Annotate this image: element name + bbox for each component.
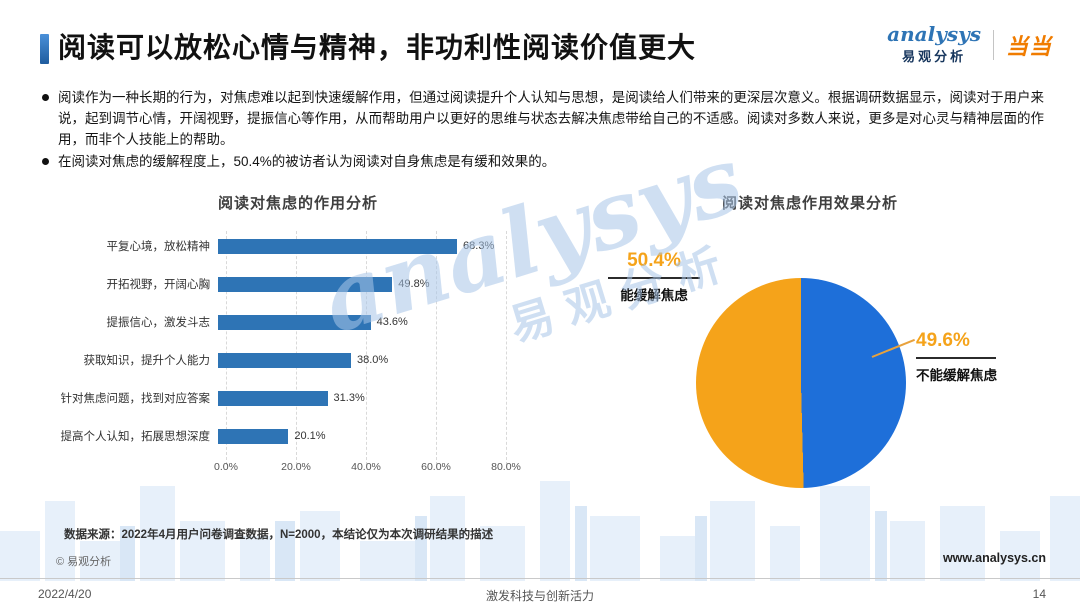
pie-callout-relieve: 50.4% 能缓解焦虑 — [600, 250, 708, 304]
callout-line — [916, 357, 996, 359]
bar-plot: 平复心境，放松精神 68.3% 开拓视野，开阔心胸 49.8% 提振信心，激发斗… — [58, 227, 538, 465]
bar-category-label: 平复心境，放松精神 — [106, 241, 211, 253]
pie-callout-no-relieve: 49.6% 不能缓解焦虑 — [916, 330, 1020, 384]
pie-percent-label: 49.6% — [916, 330, 970, 351]
gridline — [226, 231, 227, 465]
bar-chart-title: 阅读对焦虑的作用分析 — [217, 195, 378, 212]
bar-row: 提高个人认知，拓展思想深度 20.1% — [58, 417, 538, 455]
bar-wrap: 31.3% — [218, 390, 530, 406]
bar-value-label: 38.0% — [357, 354, 389, 366]
footer-date: 2022/4/20 — [38, 587, 92, 601]
footer-bar: 2022/4/20 激发科技与创新活力 14 — [0, 585, 1080, 608]
bar-wrap: 68.3% — [218, 238, 530, 254]
bar-row: 开拓视野，开阔心胸 49.8% — [58, 265, 538, 303]
bar — [218, 314, 371, 330]
bullet-item: 在阅读对焦虑的缓解程度上，50.4%的被访者认为阅读对自身焦虑是有缓和效果的。 — [40, 152, 1044, 173]
page-title: 阅读可以放松心情与精神，非功利性阅读价值更大 — [58, 32, 697, 63]
pie-percent-label: 50.4% — [627, 250, 681, 271]
bar-row: 获取知识，提升个人能力 38.0% — [58, 341, 538, 379]
bar-value-label: 20.1% — [294, 430, 326, 442]
header-logos: analysys 易观分析 当当 — [887, 24, 1052, 65]
copyright-text: © 易观分析 — [56, 556, 112, 568]
analysys-logo-text: 易观分析 — [902, 49, 967, 64]
pie-chart: 阅读对焦虑作用效果分析 50.4% 能缓解焦虑 49.6% 不能缓解焦虑 — [600, 192, 1020, 522]
x-tick-label: 20.0% — [281, 461, 311, 473]
bar-value-label: 49.8% — [398, 278, 430, 290]
bar — [218, 238, 458, 254]
pie — [696, 278, 906, 488]
bar — [218, 390, 328, 406]
bar-value-label: 68.3% — [463, 240, 495, 252]
bar-wrap: 38.0% — [218, 352, 530, 368]
bar-chart: 阅读对焦虑的作用分析 平复心境，放松精神 68.3% 开拓视野，开阔心 — [58, 192, 538, 475]
dangdang-logo: 当当 — [1005, 33, 1052, 59]
bar-wrap: 20.1% — [218, 428, 530, 444]
title-accent-bar — [40, 34, 49, 64]
bar-row: 平复心境，放松精神 68.3% — [58, 227, 538, 265]
x-axis: 0.0% 20.0% 40.0% 60.0% 80.0% — [214, 461, 521, 475]
callout-line — [608, 277, 700, 279]
bar-wrap: 43.6% — [218, 314, 530, 330]
bar — [218, 352, 351, 368]
x-tick-label: 80.0% — [491, 461, 521, 473]
bar — [218, 428, 289, 444]
x-tick-label: 40.0% — [351, 461, 381, 473]
x-tick-label: 0.0% — [214, 461, 238, 473]
data-source-note: 数据来源：2022年4月用户问卷调查数据，N=2000，本结论仅为本次调研结果的… — [64, 529, 494, 541]
bar-row: 提振信心，激发斗志 43.6% — [58, 303, 538, 341]
bar-category-label: 针对焦虑问题，找到对应答案 — [60, 393, 211, 405]
bar-category-label: 提振信心，激发斗志 — [106, 317, 211, 329]
footer-divider — [0, 578, 1080, 579]
bar-value-label: 31.3% — [333, 392, 365, 404]
bullet-text: 在阅读对焦虑的缓解程度上，50.4%的被访者认为阅读对自身焦虑是有缓和效果的。 — [58, 153, 556, 169]
bullet-text: 阅读作为一种长期的行为，对焦虑难以起到快速缓解作用，但通过阅读提升个人认知与思想… — [58, 90, 1044, 147]
bullet-dot-icon — [42, 157, 49, 165]
website-link[interactable]: www.analysys.cn — [942, 551, 1046, 565]
bullet-dot-icon — [42, 94, 49, 101]
page-number: 14 — [1032, 587, 1046, 601]
pie-slice-label: 不能缓解焦虑 — [916, 368, 997, 383]
logo-divider — [992, 29, 994, 60]
bar — [218, 276, 393, 292]
pie-slice-label: 能缓解焦虑 — [620, 288, 688, 303]
gridline — [506, 231, 507, 465]
bar-row: 针对焦虑问题，找到对应答案 31.3% — [58, 379, 538, 417]
summary-bullets: 阅读作为一种长期的行为，对焦虑难以起到快速缓解作用，但通过阅读提升个人认知与思想… — [40, 88, 1044, 174]
analysys-logo-script: analysys — [887, 22, 981, 46]
analysys-logo: analysys 易观分析 — [887, 24, 981, 65]
footer-slogan: 激发科技与创新活力 — [485, 589, 594, 603]
bar-category-label: 获取知识，提升个人能力 — [83, 355, 211, 367]
bar-rows: 平复心境，放松精神 68.3% 开拓视野，开阔心胸 49.8% 提振信心，激发斗… — [58, 227, 538, 455]
bar-wrap: 49.8% — [218, 276, 530, 292]
gridline — [296, 231, 297, 465]
x-tick-label: 60.0% — [421, 461, 451, 473]
gridline — [366, 231, 367, 465]
bar-category-label: 开拓视野，开阔心胸 — [106, 279, 211, 291]
bullet-item: 阅读作为一种长期的行为，对焦虑难以起到快速缓解作用，但通过阅读提升个人认知与思想… — [40, 88, 1044, 151]
bar-category-label: 提高个人认知，拓展思想深度 — [60, 431, 211, 443]
city-skyline-decoration — [0, 481, 1080, 581]
pie-chart-title: 阅读对焦虑作用效果分析 — [721, 195, 898, 212]
bar-value-label: 43.6% — [376, 316, 408, 328]
gridline — [436, 231, 437, 465]
bar-gridlines — [226, 231, 507, 465]
